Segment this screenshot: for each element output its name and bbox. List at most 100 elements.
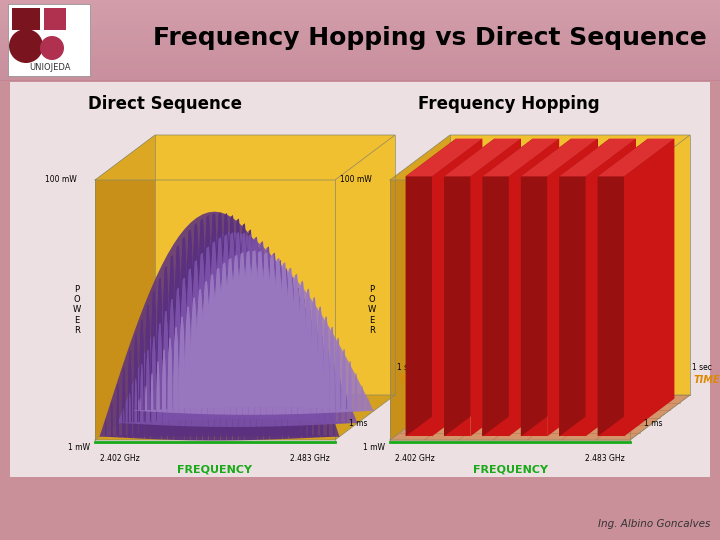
- Polygon shape: [432, 139, 482, 436]
- Polygon shape: [270, 266, 284, 440]
- Text: 1 ms: 1 ms: [644, 420, 662, 428]
- Text: 1 mW: 1 mW: [363, 443, 385, 453]
- Polygon shape: [202, 274, 217, 414]
- Polygon shape: [215, 234, 231, 427]
- Polygon shape: [390, 135, 690, 180]
- Polygon shape: [345, 393, 352, 423]
- Bar: [0, 50, 720, 52]
- Polygon shape: [585, 139, 636, 436]
- Polygon shape: [482, 139, 533, 436]
- Polygon shape: [162, 338, 173, 413]
- Text: FREQUENCY: FREQUENCY: [472, 464, 547, 474]
- Bar: [0, 73, 720, 75]
- Bar: [8, 4, 90, 76]
- Bar: [0, 51, 720, 53]
- Text: TIME: TIME: [399, 375, 426, 385]
- Bar: [0, 43, 720, 45]
- Bar: [10, 82, 710, 477]
- Polygon shape: [117, 408, 125, 423]
- Polygon shape: [269, 253, 284, 427]
- Bar: [0, 20, 720, 22]
- Bar: [0, 75, 720, 77]
- Polygon shape: [184, 297, 198, 414]
- Bar: [0, 58, 720, 60]
- Bar: [0, 68, 720, 70]
- Polygon shape: [313, 323, 324, 425]
- Text: Ing. Albino Goncalves: Ing. Albino Goncalves: [598, 519, 710, 529]
- Polygon shape: [134, 251, 374, 411]
- Polygon shape: [207, 268, 222, 414]
- Polygon shape: [336, 338, 346, 413]
- Bar: [0, 61, 720, 63]
- Bar: [0, 11, 720, 13]
- Polygon shape: [243, 250, 259, 415]
- Polygon shape: [598, 139, 675, 177]
- Polygon shape: [307, 310, 319, 426]
- Polygon shape: [174, 316, 185, 413]
- Bar: [0, 28, 720, 30]
- Polygon shape: [624, 139, 675, 436]
- Bar: [0, 57, 720, 59]
- Polygon shape: [521, 139, 571, 436]
- Polygon shape: [444, 139, 495, 436]
- Polygon shape: [256, 241, 273, 427]
- Polygon shape: [571, 139, 598, 399]
- Polygon shape: [95, 395, 395, 440]
- Polygon shape: [288, 278, 302, 426]
- Polygon shape: [186, 260, 200, 427]
- Polygon shape: [95, 135, 395, 180]
- Polygon shape: [405, 177, 432, 436]
- Polygon shape: [390, 135, 450, 440]
- Polygon shape: [338, 379, 346, 424]
- Polygon shape: [289, 305, 301, 439]
- Polygon shape: [276, 278, 289, 439]
- Bar: [0, 40, 720, 42]
- Bar: [0, 26, 720, 28]
- Polygon shape: [273, 258, 289, 415]
- Polygon shape: [323, 316, 335, 413]
- Polygon shape: [368, 398, 374, 411]
- Bar: [0, 77, 720, 79]
- Bar: [0, 71, 720, 73]
- Polygon shape: [282, 268, 296, 426]
- Bar: [0, 45, 720, 47]
- Polygon shape: [233, 232, 249, 427]
- Polygon shape: [279, 262, 294, 415]
- Polygon shape: [450, 135, 690, 395]
- Text: 2.483 GHz: 2.483 GHz: [585, 454, 625, 463]
- Polygon shape: [135, 364, 143, 424]
- Polygon shape: [327, 401, 334, 437]
- Polygon shape: [209, 237, 225, 427]
- Polygon shape: [251, 237, 266, 440]
- Polygon shape: [251, 237, 267, 427]
- Text: P
O
W
E
R: P O W E R: [368, 285, 376, 335]
- Bar: [0, 60, 720, 62]
- Bar: [0, 480, 720, 540]
- Bar: [0, 38, 720, 40]
- Polygon shape: [361, 386, 369, 411]
- Polygon shape: [521, 139, 598, 177]
- Polygon shape: [145, 373, 153, 411]
- Bar: [0, 56, 720, 58]
- Polygon shape: [294, 288, 307, 426]
- Bar: [0, 6, 720, 8]
- Text: TIME: TIME: [694, 375, 720, 385]
- Polygon shape: [220, 213, 237, 441]
- Polygon shape: [197, 215, 213, 441]
- Bar: [0, 0, 720, 80]
- Circle shape: [40, 36, 64, 60]
- Text: FREQUENCY: FREQUENCY: [178, 464, 253, 474]
- Polygon shape: [559, 177, 585, 436]
- Bar: [12, 8, 40, 30]
- Polygon shape: [470, 139, 521, 436]
- Polygon shape: [191, 219, 207, 440]
- Polygon shape: [127, 335, 138, 438]
- Polygon shape: [139, 305, 151, 439]
- Polygon shape: [456, 139, 482, 399]
- Polygon shape: [320, 384, 328, 437]
- Bar: [0, 16, 720, 18]
- Polygon shape: [405, 139, 482, 177]
- Polygon shape: [133, 319, 145, 438]
- Bar: [0, 67, 720, 69]
- Bar: [0, 37, 720, 39]
